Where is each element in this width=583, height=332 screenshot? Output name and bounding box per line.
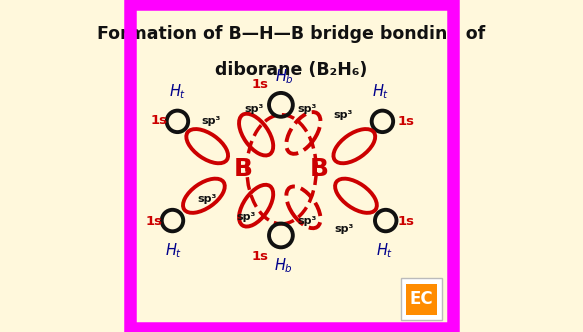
Text: sp³: sp³: [245, 104, 264, 114]
Text: Formation of B—H—B bridge bonding of: Formation of B—H—B bridge bonding of: [97, 25, 486, 43]
Text: $H_b$: $H_b$: [274, 256, 293, 275]
Text: sp³: sp³: [298, 104, 317, 114]
Text: 1s: 1s: [398, 115, 415, 128]
FancyBboxPatch shape: [406, 284, 437, 315]
Text: diborane (B₂H₆): diborane (B₂H₆): [215, 61, 368, 79]
Text: B: B: [310, 157, 329, 181]
Text: 1s: 1s: [145, 215, 162, 228]
Text: 1s: 1s: [252, 77, 269, 91]
Text: sp³: sp³: [236, 212, 255, 222]
Text: sp³: sp³: [333, 110, 353, 120]
Text: $H_t$: $H_t$: [168, 82, 186, 101]
Text: 1s: 1s: [252, 250, 269, 263]
Text: $H_t$: $H_t$: [376, 241, 394, 260]
Text: 1s: 1s: [398, 215, 415, 228]
Text: sp³: sp³: [334, 224, 353, 234]
Text: sp³: sp³: [201, 117, 220, 126]
Text: EC: EC: [410, 290, 433, 308]
FancyBboxPatch shape: [401, 279, 442, 320]
Text: $H_t$: $H_t$: [372, 82, 389, 101]
Text: sp³: sp³: [298, 215, 317, 225]
Text: $H_t$: $H_t$: [166, 241, 183, 260]
Text: B: B: [234, 157, 253, 181]
Text: sp³: sp³: [198, 194, 217, 204]
Text: $H_b$: $H_b$: [275, 67, 294, 86]
Text: 1s: 1s: [150, 114, 167, 127]
